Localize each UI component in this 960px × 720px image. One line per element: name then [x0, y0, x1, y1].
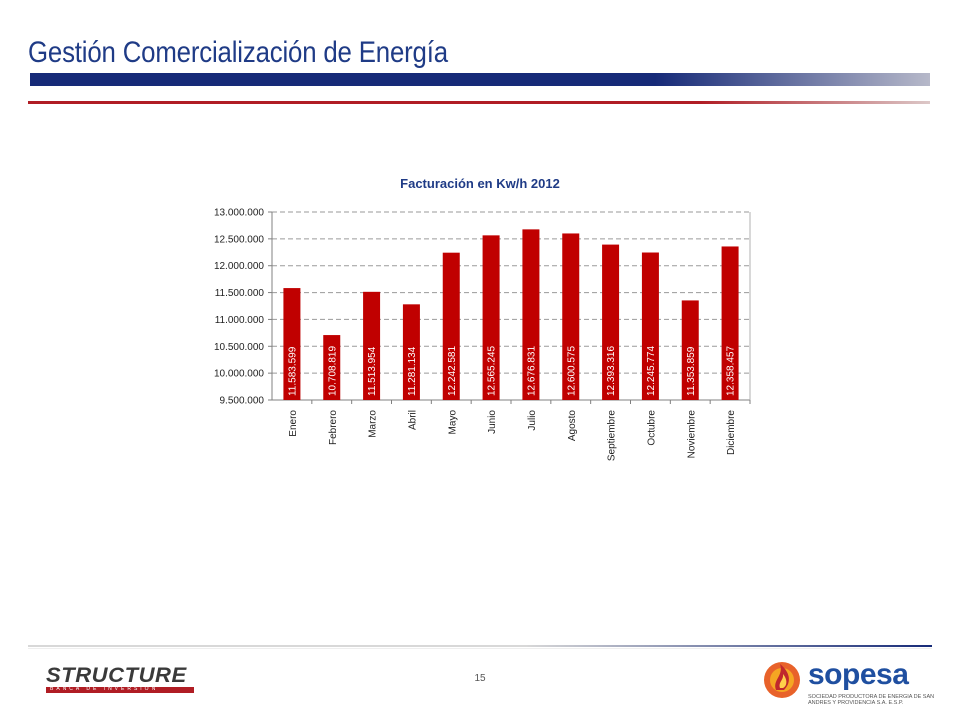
y-tick-label: 10.500.000 [214, 342, 264, 353]
structure-logo-tagline: BANCA DE INVERSION [50, 686, 159, 692]
footer-rule [28, 645, 932, 647]
bar-septiembre [602, 244, 620, 400]
x-tick-label: Abril [407, 410, 418, 430]
structure-logo-strip [46, 687, 194, 693]
bar-value-label: 11.583.599 [287, 346, 298, 396]
sopesa-logo-tagline: SOCIEDAD PRODUCTORA DE ENERGIA DE SAN AN… [808, 694, 935, 706]
y-tick-label: 9.500.000 [220, 396, 265, 407]
y-tick-label: 13.000.000 [214, 208, 264, 219]
y-tick-label: 10.000.000 [214, 369, 264, 380]
page-number: 15 [474, 673, 486, 684]
bar-diciembre [721, 246, 739, 400]
y-tick-label: 11.500.000 [215, 288, 265, 299]
x-tick-label: Septiembre [607, 410, 618, 462]
bar-agosto [562, 233, 580, 400]
x-tick-label: Octubre [646, 410, 657, 446]
sopesa-logo-word: sopesa [808, 658, 909, 691]
bar-value-label: 11.353.859 [686, 346, 697, 396]
footer-rule-light [28, 648, 932, 649]
bar-junio [482, 235, 500, 400]
header-red-rule-fade [700, 101, 930, 104]
x-tick-label: Julio [527, 410, 538, 431]
sopesa-flame-icon [764, 662, 800, 698]
header-red-rule [28, 101, 930, 104]
bar-febrero [323, 335, 341, 400]
bar-value-label: 12.676.831 [526, 346, 537, 396]
slide-title: Gestión Comercialización de Energía [28, 36, 448, 69]
bar-marzo [363, 291, 381, 400]
bar-chart: 9.500.000 10.000.000 10.500.000 11.000.000 1… [214, 208, 751, 462]
bar-octubre [641, 252, 659, 400]
bar-julio [522, 229, 540, 400]
bar-value-label: 12.600.575 [566, 346, 577, 396]
bar-value-label: 12.245.774 [646, 346, 657, 396]
x-tick-label: Diciembre [726, 410, 737, 455]
structure-logo: STRUCTURE BANCA DE INVERSION [46, 664, 196, 694]
structure-logo-word: STRUCTURE [46, 664, 187, 687]
bar-noviembre [681, 300, 699, 400]
bar-enero [283, 288, 301, 400]
y-tick-label: 12.000.000 [214, 261, 264, 272]
y-tick-label: 11.000.000 [215, 315, 265, 326]
x-tick-label: Junio [487, 410, 498, 434]
sopesa-logo: sopesa SOCIEDAD PRODUCTORA DE ENERGIA DE… [762, 654, 942, 710]
bar-value-label: 12.565.245 [487, 346, 498, 396]
x-tick-label: Enero [288, 410, 299, 437]
bar-abril [402, 304, 420, 400]
bar-value-label: 11.513.954 [367, 346, 378, 396]
chart-title: Facturación en Kw/h 2012 [400, 176, 560, 191]
y-tick-label: 12.500.000 [214, 234, 264, 245]
bar-value-label: 12.242.581 [447, 346, 458, 396]
chart-container: 9.500.000 10.000.000 10.500.000 11.000.000 1… [190, 170, 770, 490]
bar-value-label: 12.393.316 [606, 346, 617, 396]
x-tick-label: Mayo [447, 410, 458, 435]
header-navy-rule-fade [655, 73, 930, 86]
bar-value-label: 12.358.457 [726, 346, 737, 396]
bar-mayo [442, 252, 460, 400]
x-tick-label: Agosto [567, 410, 578, 442]
x-tick-label: Febrero [328, 410, 339, 445]
bar-value-label: 11.281.134 [407, 346, 418, 396]
bar-value-label: 10.708.819 [327, 346, 338, 396]
x-tick-label: Noviembre [686, 410, 697, 459]
x-tick-label: Marzo [368, 410, 379, 438]
